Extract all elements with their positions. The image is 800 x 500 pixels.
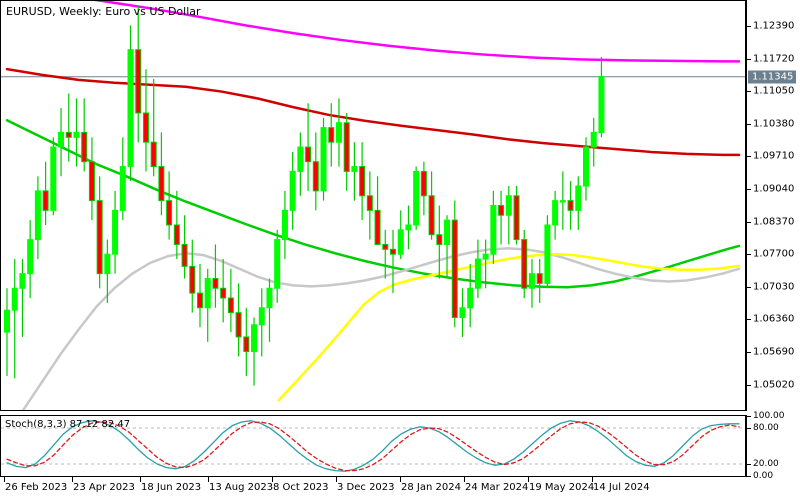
price-tick-label: 1.09040 [753, 183, 795, 195]
price-tick [746, 156, 751, 158]
price-axis-line [746, 0, 747, 411]
price-tick-label: 1.05020 [753, 379, 795, 391]
date-tick-label: 26 Feb 2023 [5, 482, 68, 493]
stochastic-label: Stoch(8,3,3) 87.12 82.47 [5, 419, 131, 430]
price-chart-panel[interactable]: EURUSD, Weekly: Euro vs US Dollar [0, 0, 746, 411]
stochastic-indicator-panel[interactable]: Stoch(8,3,3) 87.12 82.47 [0, 415, 746, 477]
date-tick [400, 477, 401, 482]
date-tick [592, 477, 593, 482]
price-tick [746, 91, 751, 93]
stochastic-tick-label: 100.00 [753, 411, 785, 421]
stochastic-axis[interactable]: 100.00 80.00 20.00 0.00 [746, 411, 800, 481]
price-axis[interactable]: 1.12390 1.11720 1.11050 1.10380 1.09710 1.090… [746, 0, 800, 411]
stochastic-tick [746, 476, 751, 477]
price-tick [746, 123, 751, 125]
date-tick-label: 18 Jun 2023 [141, 482, 202, 493]
date-tick [464, 477, 465, 482]
date-tick-label: 19 May 2024 [529, 482, 595, 493]
price-tick-label: 1.06360 [753, 313, 795, 325]
price-tick-label: 1.08370 [753, 216, 795, 228]
price-tick-label: 1.10380 [753, 118, 795, 130]
date-tick [140, 477, 141, 482]
date-tick-label: 14 Jul 2024 [593, 482, 650, 493]
date-axis[interactable]: 26 Feb 2023 23 Apr 2023 18 Jun 2023 13 Aug … [0, 477, 746, 500]
chart-title: EURUSD, Weekly: Euro vs US Dollar [6, 5, 201, 18]
date-tick-label: 23 Apr 2023 [73, 482, 135, 493]
date-tick [4, 477, 5, 482]
current-price-badge: 1.11345 [748, 70, 797, 84]
price-tick-label: 1.07700 [753, 248, 795, 260]
stochastic-tick-label: 20.00 [753, 459, 779, 469]
stochastic-axis-line [746, 415, 747, 477]
price-tick [746, 58, 751, 60]
stochastic-tick [746, 464, 751, 465]
price-tick-label: 1.11050 [753, 85, 795, 97]
date-tick [208, 477, 209, 482]
price-tick-label: 1.11720 [753, 53, 795, 64]
price-tick-label: 1.09710 [753, 150, 795, 162]
price-tick-label: 1.07030 [753, 281, 795, 293]
price-tick [746, 25, 751, 27]
stochastic-tick-label: 80.00 [753, 423, 779, 433]
date-tick [336, 477, 337, 482]
stochastic-tick-label: 0.00 [753, 471, 774, 481]
date-tick-label: 8 Oct 2023 [273, 482, 329, 493]
stochastic-tick [746, 428, 751, 429]
stochastic-tick [746, 416, 751, 417]
date-tick [528, 477, 529, 482]
date-tick-label: 13 Aug 2023 [209, 482, 274, 493]
price-tick [746, 221, 751, 223]
price-tick-label: 1.12390 [753, 20, 795, 32]
date-tick-label: 28 Jan 2024 [401, 482, 461, 493]
price-tick [746, 319, 751, 321]
date-tick-label: 3 Dec 2023 [337, 482, 395, 493]
price-tick [746, 286, 751, 288]
price-tick-label: 1.05690 [753, 346, 795, 358]
price-tick [746, 188, 751, 190]
date-tick-label: 24 Mar 2024 [465, 482, 529, 493]
price-tick [746, 352, 751, 354]
date-tick [72, 477, 73, 482]
price-tick [746, 254, 751, 256]
date-tick [272, 477, 273, 482]
price-tick [746, 384, 751, 386]
stochastic-canvas [1, 420, 745, 472]
price-chart-canvas [1, 1, 745, 410]
